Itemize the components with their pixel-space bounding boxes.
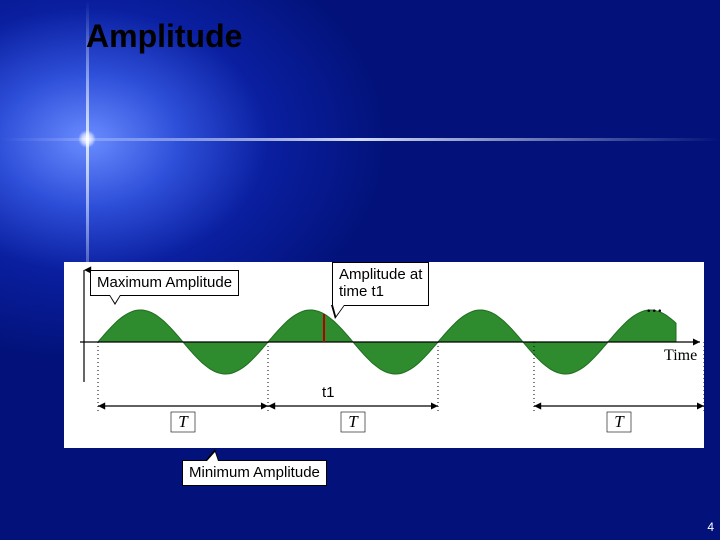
slide: Amplitude ... Time T T T t1 Maximum Amplitud… bbox=[0, 0, 720, 540]
t1-label: t1 bbox=[320, 384, 337, 401]
svg-text:T: T bbox=[614, 412, 625, 431]
callout-max-text: Maximum Amplitude bbox=[97, 274, 232, 291]
callout-min-amplitude: Minimum Amplitude bbox=[182, 460, 327, 486]
flare-horizontal bbox=[0, 138, 720, 141]
svg-text:T: T bbox=[178, 412, 189, 431]
slide-title: Amplitude bbox=[86, 18, 242, 55]
svg-text:...: ... bbox=[646, 292, 663, 317]
svg-text:T: T bbox=[348, 412, 359, 431]
page-number: 4 bbox=[707, 520, 714, 534]
flare-core bbox=[78, 130, 96, 148]
t1-text: t1 bbox=[322, 384, 335, 401]
callout-max-amplitude: Maximum Amplitude bbox=[90, 270, 239, 296]
svg-text:Time: Time bbox=[664, 347, 697, 364]
callout-min-text: Minimum Amplitude bbox=[189, 464, 320, 481]
callout-att1-line1: Amplitude at bbox=[339, 266, 422, 283]
callout-att1-line2: time t1 bbox=[339, 283, 384, 300]
callout-amplitude-at-t1: Amplitude at time t1 bbox=[332, 262, 429, 306]
